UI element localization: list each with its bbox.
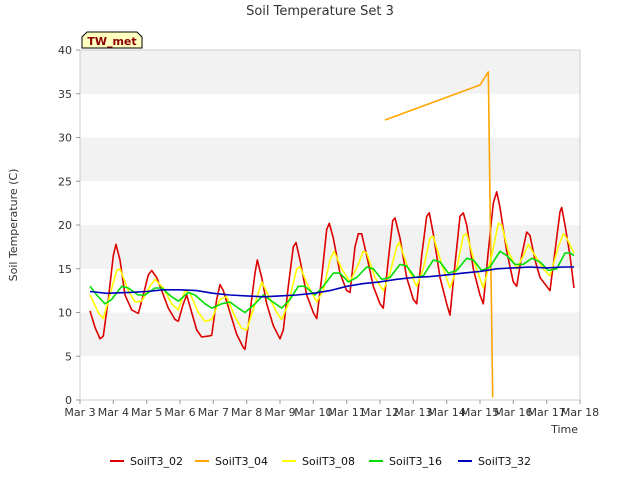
x-tick-label: Mar 8 (231, 406, 262, 419)
grid-band (80, 50, 580, 94)
x-tick-label: Mar 9 (264, 406, 295, 419)
y-tick-label: 40 (58, 44, 72, 57)
legend-label: SoilT3_16 (389, 455, 442, 468)
series-lines (89, 71, 575, 398)
y-tick-label: 10 (58, 307, 72, 320)
y-axis-label: Soil Temperature (C) (7, 169, 20, 282)
series-line-soilt3-32 (89, 266, 574, 298)
x-tick-label: Mar 18 (561, 406, 599, 419)
x-tick-label: Mar 3 (64, 406, 95, 419)
legend-label: SoilT3_04 (215, 455, 268, 468)
chart-title: Soil Temperature Set 3 (246, 4, 394, 19)
x-tick-label: Mar 16 (494, 406, 532, 419)
legend-label: SoilT3_08 (302, 455, 355, 468)
x-tick-label: Mar 10 (294, 406, 332, 419)
grid-band (80, 312, 580, 357)
y-tick-label: 0 (65, 394, 72, 407)
grid-band (80, 137, 580, 182)
x-tick-label: Mar 14 (428, 406, 466, 419)
x-tick-label: Mar 13 (394, 406, 432, 419)
grid-band (80, 181, 580, 225)
x-tick-label: Mar 11 (328, 406, 366, 419)
series-line-soilt3-08 (89, 222, 575, 331)
y-tick-label: 5 (65, 350, 72, 363)
y-tick-label: 30 (58, 132, 72, 145)
grid-band (80, 356, 580, 400)
annotation-badge-box (81, 31, 143, 49)
x-tick-label: Mar 15 (461, 406, 499, 419)
x-tick-label: Mar 6 (164, 406, 195, 419)
x-tick-label: Mar 12 (361, 406, 399, 419)
annotation-badge: TW_met (81, 31, 143, 49)
x-tick-label: Mar 7 (198, 406, 229, 419)
x-tick-label: Mar 5 (131, 406, 162, 419)
legend-label: SoilT3_02 (130, 455, 183, 468)
series-line-soilt3-16 (89, 250, 575, 314)
grid-band (80, 93, 580, 138)
y-tick-label: 25 (58, 175, 72, 188)
annotation-badge-text: TW_met (87, 35, 136, 48)
x-axis-label: Time (550, 423, 578, 436)
legend: SoilT3_02 SoilT3_04 SoilT3_08 SoilT3_16 Soil… (110, 455, 531, 468)
x-tick-label: Mar 17 (528, 406, 566, 419)
y-tick-label: 15 (58, 263, 72, 276)
y-tick-label: 35 (58, 88, 72, 101)
series-line-soilt3-02 (89, 191, 575, 351)
legend-label: SoilT3_32 (478, 455, 531, 468)
x-tick-label: Mar 4 (98, 406, 129, 419)
series-line-soilt3-04 (384, 71, 494, 398)
y-tick-label: 20 (58, 219, 72, 232)
y-axis-ticks: 0 5 10 15 20 25 30 35 40 (58, 44, 80, 407)
